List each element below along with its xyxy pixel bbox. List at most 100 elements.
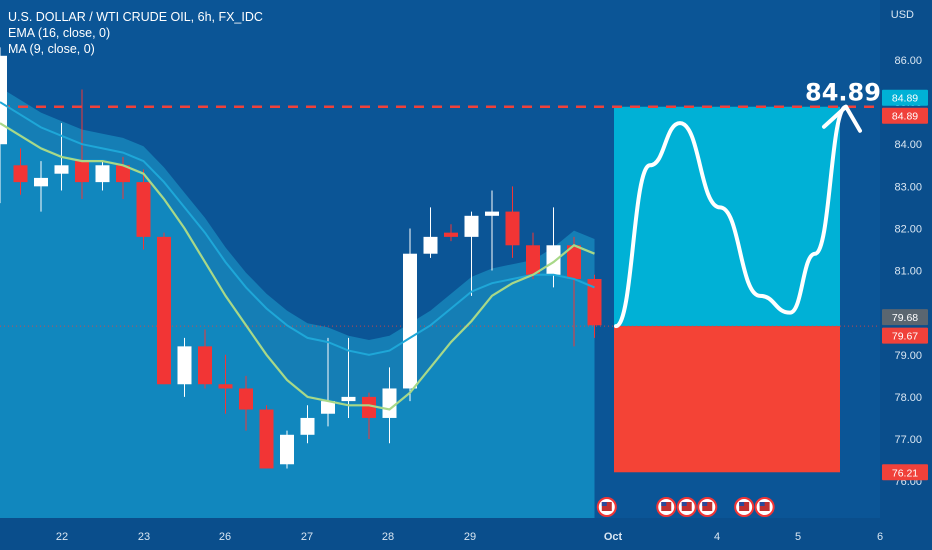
flag-stripes <box>759 502 770 511</box>
event-flags <box>596 497 775 517</box>
candle <box>567 236 581 347</box>
ma-legend[interactable]: MA (9, close, 0) <box>8 42 95 56</box>
candle-body <box>382 388 397 418</box>
price-tick-label: 86.00 <box>894 55 922 67</box>
candle-body <box>280 434 294 465</box>
candle-body <box>403 253 417 389</box>
ema16-line <box>0 101 595 356</box>
candle <box>362 392 376 439</box>
price-badge: 76.21 <box>882 464 928 481</box>
candle-body <box>0 55 7 145</box>
candle-body <box>259 409 274 469</box>
candles <box>0 47 602 469</box>
flag-stripes <box>681 502 692 511</box>
candle <box>382 367 397 444</box>
flag-canton <box>601 502 607 506</box>
target-zone <box>614 106 840 327</box>
chart-legend: U.S. DOLLAR / WTI CRUDE OIL, 6h, FX_IDC … <box>8 9 263 57</box>
candle-body <box>546 245 561 275</box>
us-flag-event-icon <box>697 497 718 517</box>
candle <box>280 430 294 469</box>
candle-body <box>95 165 110 183</box>
candle-body <box>485 211 499 216</box>
candle <box>0 47 7 204</box>
price-tick-label: 84.00 <box>894 139 922 151</box>
price-badge-label: 79.68 <box>892 312 918 324</box>
candle-body <box>75 161 89 183</box>
candle <box>321 337 335 427</box>
candle-body <box>177 346 192 385</box>
flag-stripes <box>739 502 750 511</box>
price-badge-label: 84.89 <box>892 93 918 105</box>
time-tick-label: 6 <box>877 531 883 543</box>
price-badge: 79.67 <box>882 327 928 344</box>
time-tick-label: 23 <box>138 531 150 543</box>
candle <box>13 148 28 195</box>
candle <box>157 232 171 385</box>
price-badge-bg <box>882 107 928 124</box>
stop-zone <box>614 326 840 473</box>
flag-canton <box>759 502 765 506</box>
candle-body <box>13 165 28 183</box>
price-badge-bg <box>882 89 928 106</box>
candle <box>403 228 417 402</box>
candle <box>177 337 192 397</box>
candle-body <box>444 232 458 237</box>
candle-body <box>362 396 376 418</box>
symbol-title[interactable]: U.S. DOLLAR / WTI CRUDE OIL, 6h, FX_IDC <box>8 10 263 24</box>
price-badge-label: 76.21 <box>892 467 918 479</box>
candle <box>116 156 130 199</box>
candle <box>587 274 602 338</box>
time-tick-label: 29 <box>464 531 476 543</box>
candle-body <box>136 182 151 237</box>
price-badge-bg <box>882 327 928 344</box>
candle-body <box>54 165 69 174</box>
flag-canton <box>661 502 667 506</box>
time-axis-panel <box>0 518 932 550</box>
candle-body <box>567 245 581 279</box>
candle-body <box>341 396 356 402</box>
flag-canton <box>739 502 745 506</box>
candle <box>423 207 438 258</box>
flag-stripes <box>601 502 612 511</box>
time-tick-label: 27 <box>301 531 313 543</box>
candle-body <box>157 236 171 385</box>
time-tick-label: 26 <box>219 531 231 543</box>
price-badge-label: 84.89 <box>892 111 918 123</box>
price-tick-label: 77.00 <box>894 434 922 446</box>
candle <box>95 161 110 191</box>
flag-canton <box>702 502 708 506</box>
price-badge: 79.68 <box>882 309 928 326</box>
time-tick-label: 28 <box>382 531 394 543</box>
price-badges: 84.89 84.89 79.68 79.67 76.21 <box>882 89 928 481</box>
candle-body <box>526 245 540 275</box>
price-badge-bg <box>882 464 928 481</box>
us-flag-event-icon <box>734 497 755 517</box>
price-tick-label: 79.00 <box>894 350 922 362</box>
us-flag-event-icon <box>676 497 697 517</box>
time-tick-label: 22 <box>56 531 68 543</box>
us-flag-event-icon <box>656 497 677 517</box>
ma9-line <box>0 122 595 411</box>
candle <box>526 232 540 279</box>
candle-body <box>218 384 233 389</box>
time-tick-label: Oct <box>604 531 623 543</box>
candle-body <box>116 165 130 183</box>
price-tick-label: 81.00 <box>894 266 922 278</box>
candle-body <box>321 401 335 414</box>
time-tick-label: 5 <box>795 531 801 543</box>
price-badge-label: 79.67 <box>892 331 918 343</box>
ema-legend[interactable]: EMA (16, close, 0) <box>8 26 111 40</box>
candle <box>505 186 520 258</box>
candle-body <box>423 236 438 254</box>
candle-body <box>198 346 212 385</box>
price-tick-label: 83.00 <box>894 181 922 193</box>
price-badge: 84.89 <box>882 107 928 124</box>
projection-arrow-head <box>822 104 862 133</box>
candle <box>444 224 458 242</box>
candle-body <box>587 278 602 326</box>
candle <box>485 190 499 271</box>
candle-body <box>464 215 479 237</box>
candle-body <box>505 211 520 246</box>
